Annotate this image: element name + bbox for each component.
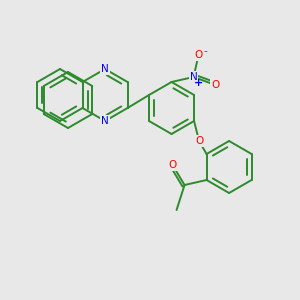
Text: +: + bbox=[194, 78, 203, 88]
Text: O: O bbox=[194, 50, 203, 60]
Text: N: N bbox=[101, 64, 109, 74]
Text: -: - bbox=[204, 46, 207, 56]
Text: O: O bbox=[195, 136, 203, 146]
Text: N: N bbox=[190, 72, 197, 82]
Text: O: O bbox=[212, 80, 220, 90]
Text: N: N bbox=[101, 116, 109, 126]
Text: O: O bbox=[168, 160, 177, 170]
